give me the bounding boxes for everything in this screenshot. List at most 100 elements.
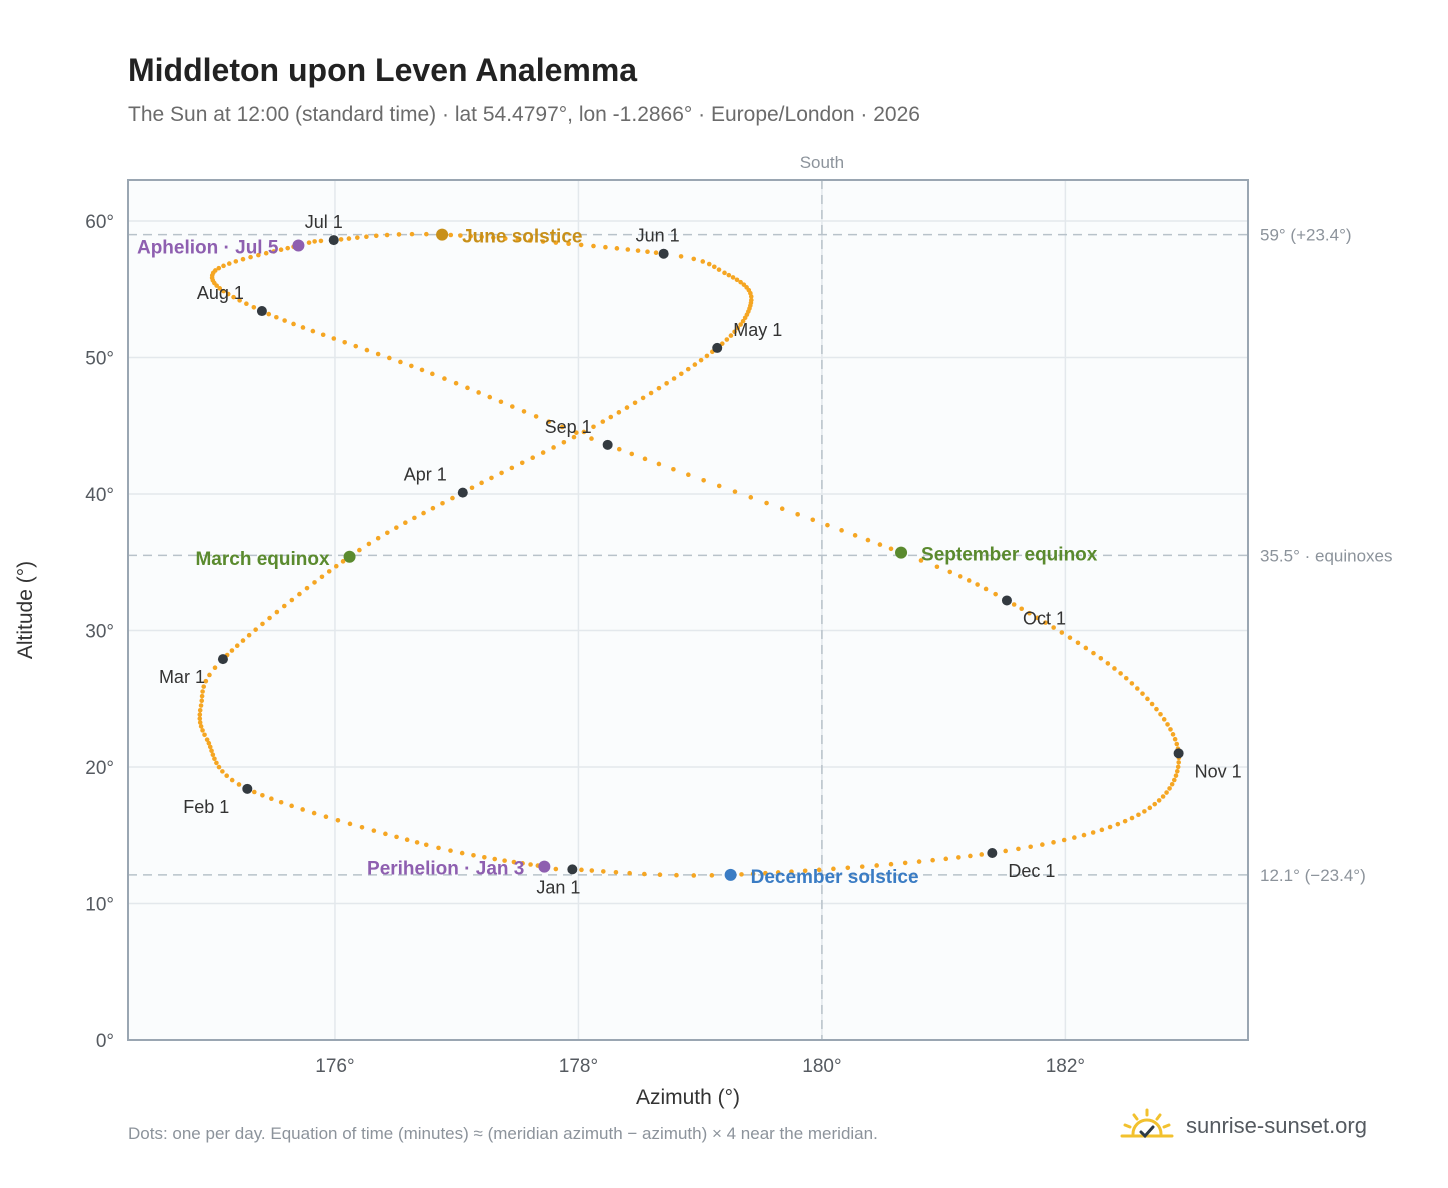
daily-dot (691, 873, 697, 878)
daily-dot (469, 485, 475, 491)
daily-dot (831, 866, 836, 872)
daily-dot (589, 868, 595, 873)
daily-dot (738, 279, 743, 285)
daily-dot (664, 381, 669, 386)
x-tick-label: 180° (802, 1056, 841, 1077)
daily-dot (226, 261, 232, 266)
daily-dot (1112, 666, 1117, 671)
daily-dot (1072, 835, 1077, 840)
daily-dot (490, 235, 496, 240)
daily-dot (642, 871, 647, 877)
brand[interactable]: sunrise-sunset.org (1120, 1104, 1367, 1148)
daily-dot (1118, 671, 1123, 676)
daily-dot (200, 689, 205, 694)
daily-dot (252, 789, 257, 795)
daily-dot (373, 233, 379, 239)
reference-line-label: 35.5° · equinoxes (1260, 546, 1393, 565)
daily-dot (716, 483, 722, 489)
daily-dot (240, 256, 246, 262)
x-tick-label: 176° (315, 1056, 354, 1077)
month-marker-label: Sep 1 (545, 417, 592, 437)
month-marker-label: Aug 1 (197, 283, 244, 303)
daily-dot (281, 603, 287, 609)
daily-dot (749, 297, 754, 303)
daily-dot (1105, 661, 1111, 666)
daily-dot (271, 249, 277, 254)
daily-dot (574, 430, 579, 435)
daily-dot (738, 322, 743, 327)
daily-dot (1043, 620, 1048, 625)
daily-dot (1003, 848, 1008, 854)
daily-dot (515, 237, 520, 242)
daily-dot (625, 247, 631, 252)
daily-dot (489, 475, 494, 481)
daily-dot (608, 414, 614, 420)
daily-dot (289, 803, 294, 809)
daily-dot (521, 409, 527, 414)
daily-dot (1051, 840, 1056, 845)
daily-dot (852, 533, 858, 538)
annotation-marker (343, 550, 356, 563)
y-tick-label: 20° (85, 758, 114, 779)
daily-dot (207, 672, 212, 678)
daily-dot (1173, 773, 1179, 778)
daily-dot (202, 732, 207, 738)
month-marker (1001, 595, 1012, 606)
daily-dot (1090, 830, 1096, 835)
daily-dot (338, 237, 344, 242)
daily-dot (282, 318, 287, 323)
daily-dot (648, 390, 654, 396)
daily-dot (1171, 777, 1177, 783)
daily-dot (983, 586, 989, 592)
daily-dot (1129, 815, 1135, 821)
daily-dot (709, 873, 715, 878)
daily-dot (237, 298, 242, 303)
daily-dot (217, 286, 223, 291)
daily-dot (527, 238, 533, 243)
daily-dot (1016, 846, 1021, 852)
daily-dot (916, 859, 922, 864)
daily-dot (312, 239, 317, 244)
daily-dot (561, 439, 567, 445)
daily-dot (1091, 650, 1096, 656)
daily-dot (204, 737, 210, 742)
daily-dot (601, 869, 606, 874)
daily-dot (533, 414, 539, 419)
daily-dot (671, 376, 677, 381)
annotation-label: September equinox (921, 545, 1098, 566)
daily-dot (728, 333, 734, 338)
plot-frame (127, 179, 1249, 1041)
daily-dot (197, 708, 203, 713)
month-marker-label: Jun 1 (636, 226, 680, 246)
daily-dot (398, 359, 403, 365)
daily-dot (1167, 786, 1172, 791)
daily-dot (319, 574, 325, 580)
daily-dot (722, 270, 727, 276)
daily-dot (656, 461, 662, 467)
daily-dot (278, 247, 284, 253)
daily-dot (353, 343, 359, 349)
chart-subtitle: The Sun at 12:00 (standard time) · lat 5… (128, 103, 920, 126)
month-marker-label: Feb 1 (183, 797, 229, 817)
reference-lines: 59° (+23.4°) 35.5° · equinoxes 12.1° (−23.… (128, 226, 1393, 885)
daily-dot (236, 782, 242, 787)
daily-dot (206, 740, 212, 746)
daily-dot (656, 385, 662, 391)
daily-dot (198, 724, 204, 729)
daily-dot (993, 591, 998, 597)
month-marker (658, 248, 669, 259)
daily-dot (947, 569, 953, 575)
daily-dot (404, 837, 410, 843)
daily-dot (943, 856, 949, 862)
annotation-label: June solstice (462, 227, 582, 248)
daily-dot (520, 861, 525, 866)
annotation-label: December solstice (751, 867, 919, 888)
brand-name: sunrise-sunset.org (1186, 1113, 1367, 1138)
daily-dot (546, 419, 552, 424)
daily-dot (509, 465, 515, 471)
daily-dot (629, 451, 635, 457)
daily-dot (726, 272, 732, 278)
month-marker (1173, 748, 1184, 759)
daily-dot (627, 870, 632, 876)
daily-dot (297, 591, 302, 597)
